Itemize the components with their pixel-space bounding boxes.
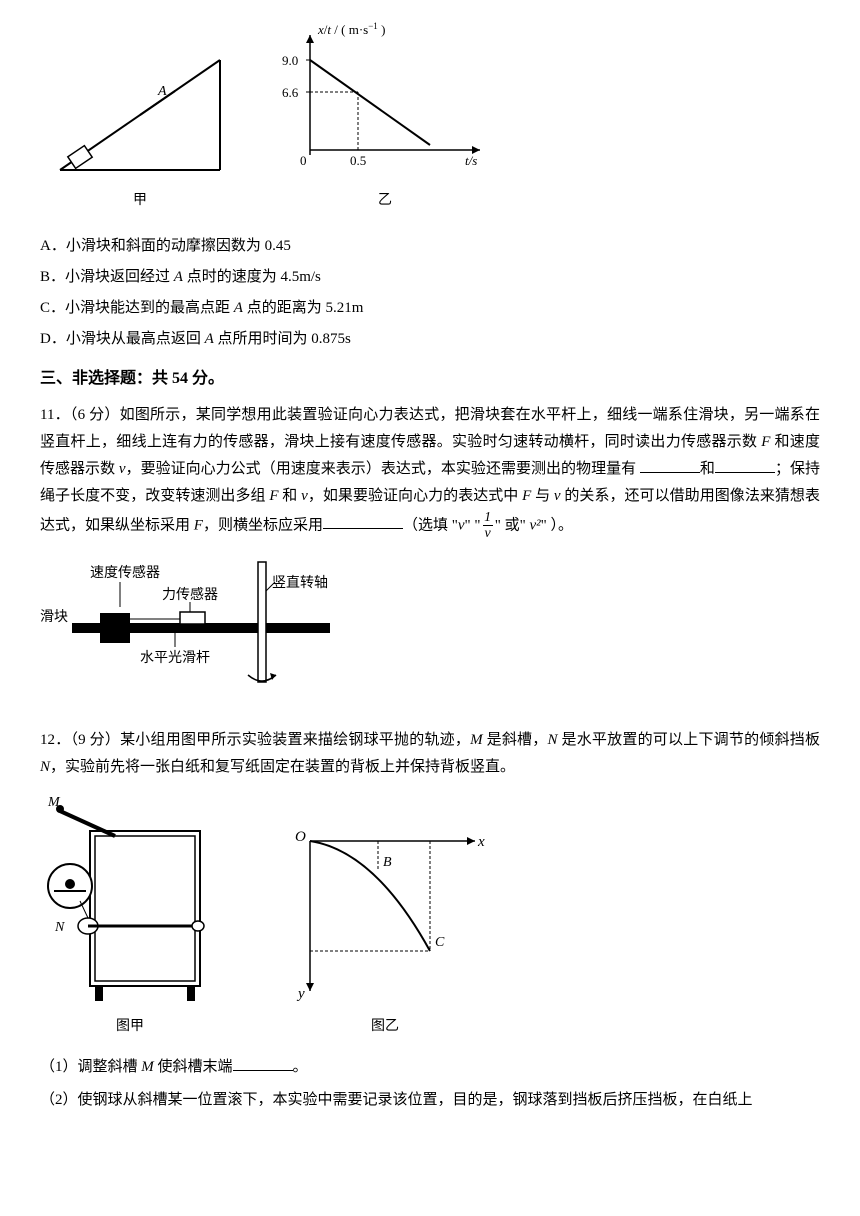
option-C: C．小滑块能达到的最高点距 A 点的距离为 5.21m	[40, 295, 820, 322]
graph-svg: 9.0 6.6 0.5 0 x/t / ( m·s−1 ) t/s	[270, 20, 500, 180]
blank-4	[233, 1056, 293, 1071]
blank-1	[640, 458, 700, 473]
q11-svg: 速度传感器 力传感器 竖直转轴 滑块 水平光滑杆	[40, 557, 360, 697]
svg-text:水平光滑杆: 水平光滑杆	[140, 649, 210, 666]
blank-3	[323, 514, 403, 529]
origin: 0	[300, 153, 307, 168]
x-axis-label: t/s	[465, 153, 477, 168]
svg-text:滑块: 滑块	[40, 608, 68, 625]
svg-text:竖直转轴: 竖直转轴	[272, 574, 328, 591]
option-A: A．小滑块和斜面的动摩擦因数为 0.45	[40, 233, 820, 260]
option-D: D．小滑块从最高点返回 A 点所用时间为 0.875s	[40, 326, 820, 353]
q12-right-figure: O x y B C 图乙	[280, 816, 490, 1039]
q12-left-figure: M N 图甲	[40, 796, 220, 1039]
svg-text:M: M	[47, 796, 61, 810]
q11-diagram: 速度传感器 力传感器 竖直转轴 滑块 水平光滑杆	[40, 557, 820, 707]
triangle-svg: A	[40, 40, 240, 180]
y-tick-66: 6.6	[282, 85, 299, 100]
q12-left-caption: 图甲	[116, 1014, 144, 1039]
svg-text:O: O	[295, 829, 306, 845]
triangle-caption: 甲	[133, 188, 147, 213]
q12-sub1: （1）调整斜槽 M 使斜槽末端。	[40, 1054, 820, 1081]
q12-right-svg: O x y B C	[280, 816, 490, 1006]
svg-text:x: x	[477, 834, 485, 850]
x-tick: 0.5	[350, 153, 366, 168]
q11-text: 11．（6 分）如图所示，某同学想用此装置验证向心力表达式，把滑块套在水平杆上，…	[40, 402, 820, 542]
svg-text:力传感器: 力传感器	[162, 586, 218, 603]
triangle-figure: A 甲	[40, 40, 240, 213]
q12-diagrams: M N 图甲 O x y	[40, 796, 820, 1039]
q12-text: 12．（9 分）某小组用图甲所示实验装置来描绘钢球平抛的轨迹，M 是斜槽，N 是…	[40, 727, 820, 781]
option-B: B．小滑块返回经过 A 点时的速度为 4.5m/s	[40, 264, 820, 291]
svg-text:B: B	[383, 855, 392, 870]
graph-caption: 乙	[378, 188, 392, 213]
y-tick-9: 9.0	[282, 53, 298, 68]
svg-text:x/t / ( m·s−1 ): x/t / ( m·s−1 )	[317, 21, 385, 37]
svg-text:速度传感器: 速度传感器	[90, 564, 160, 581]
blank-2	[715, 458, 775, 473]
section-3-heading: 三、非选择题：共 54 分。	[40, 365, 820, 394]
q12-sub2: （2）使钢球从斜槽某一位置滚下，本实验中需要记录该位置，目的是，钢球落到挡板后挤…	[40, 1087, 820, 1114]
graph-figure: 9.0 6.6 0.5 0 x/t / ( m·s−1 ) t/s 乙	[270, 20, 500, 213]
svg-text:C: C	[435, 935, 445, 950]
svg-text:y: y	[296, 986, 305, 1002]
figures-row: A 甲 9.0 6.6 0.5 0 x/t / ( m·s−1 )	[40, 20, 820, 213]
svg-text:N: N	[54, 920, 65, 935]
q12-right-caption: 图乙	[371, 1014, 399, 1039]
q12-left-svg: M N	[40, 796, 220, 1006]
point-A-label: A	[157, 84, 167, 99]
